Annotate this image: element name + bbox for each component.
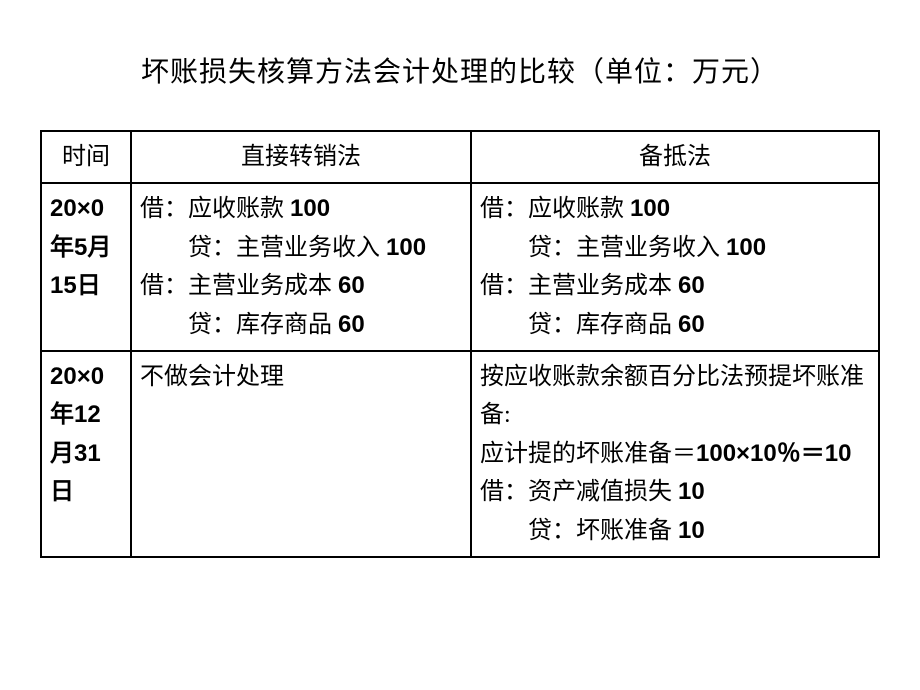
time-cell-1: 20×0年5月15日 (41, 183, 131, 351)
journal-entry: 借：主营业务成本 60 (480, 267, 870, 305)
journal-entry: 贷：坏账准备 10 (480, 512, 870, 550)
journal-entry: 贷：主营业务收入 100 (480, 229, 870, 267)
journal-entry: 贷：库存商品 60 (140, 306, 462, 344)
note-line: 按应收账款余额百分比法预提坏账准备: (480, 358, 870, 435)
method1-cell-2: 不做会计处理 (131, 351, 471, 557)
journal-entry: 借：主营业务成本 60 (140, 267, 462, 305)
note-line: 应计提的坏账准备＝100×10％＝10 (480, 435, 870, 473)
table-header-row: 时间 直接转销法 备抵法 (41, 131, 879, 183)
comparison-table: 时间 直接转销法 备抵法 20×0年5月15日 借：应收账款 100 贷：主营业… (40, 130, 880, 558)
col-header-method2: 备抵法 (471, 131, 879, 183)
method2-cell-2: 按应收账款余额百分比法预提坏账准备: 应计提的坏账准备＝100×10％＝10 借… (471, 351, 879, 557)
page-title: 坏账损失核算方法会计处理的比较（单位：万元） (40, 50, 880, 90)
col-header-time: 时间 (41, 131, 131, 183)
method2-cell-1: 借：应收账款 100 贷：主营业务收入 100 借：主营业务成本 60 贷：库存… (471, 183, 879, 351)
journal-entry: 借：资产减值损失 10 (480, 473, 870, 511)
table-row: 20×0年5月15日 借：应收账款 100 贷：主营业务收入 100 借：主营业… (41, 183, 879, 351)
table-row: 20×0年12月31日 不做会计处理 按应收账款余额百分比法预提坏账准备: 应计… (41, 351, 879, 557)
journal-entry: 借：应收账款 100 (140, 190, 462, 228)
journal-entry: 贷：主营业务收入 100 (140, 229, 462, 267)
no-entry-note: 不做会计处理 (140, 358, 462, 396)
method1-cell-1: 借：应收账款 100 贷：主营业务收入 100 借：主营业务成本 60 贷：库存… (131, 183, 471, 351)
journal-entry: 贷：库存商品 60 (480, 306, 870, 344)
col-header-method1: 直接转销法 (131, 131, 471, 183)
time-cell-2: 20×0年12月31日 (41, 351, 131, 557)
journal-entry: 借：应收账款 100 (480, 190, 870, 228)
